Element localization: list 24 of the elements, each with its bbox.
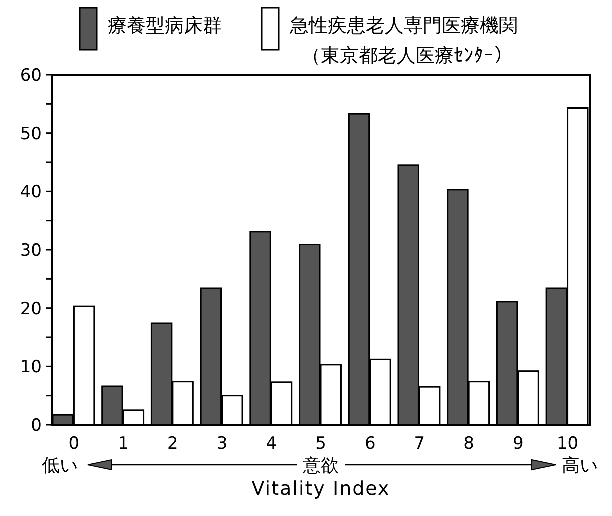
x-tick-label: 9 xyxy=(513,434,524,454)
y-tick-label: 0 xyxy=(31,416,42,436)
x-tick-label: 6 xyxy=(364,434,376,454)
x-tick-label: 4 xyxy=(266,434,278,454)
text: 低い xyxy=(42,455,78,476)
y-tick-label: 40 xyxy=(20,182,42,203)
legend-label: 急性疾患老人専門医療機関（東京都老人医療ｾﾝﾀｰ） xyxy=(289,15,518,67)
text: 高い xyxy=(562,455,598,476)
x-tick-label: 3 xyxy=(216,434,228,454)
x-tick-label: 5 xyxy=(316,434,326,454)
y-tick-label: 30 xyxy=(20,240,42,261)
x-tick-label: 1 xyxy=(118,434,129,454)
y-tick-label: 50 xyxy=(20,124,42,144)
x-axis-title: Vitality Index xyxy=(252,478,390,500)
y-tick-label: 10 xyxy=(20,358,42,378)
x-tick-label: 0 xyxy=(68,434,80,454)
x-tick-label: 10 xyxy=(556,434,579,454)
x-tick-label: 2 xyxy=(168,434,178,454)
y-tick-label: 60 xyxy=(20,66,42,86)
text: 意欲 xyxy=(302,455,339,476)
x-tick-label: 8 xyxy=(464,434,474,454)
y-tick-label: 20 xyxy=(20,299,42,320)
x-tick-label: 7 xyxy=(414,434,426,454)
legend-label: 療養型病床群 xyxy=(108,15,222,37)
